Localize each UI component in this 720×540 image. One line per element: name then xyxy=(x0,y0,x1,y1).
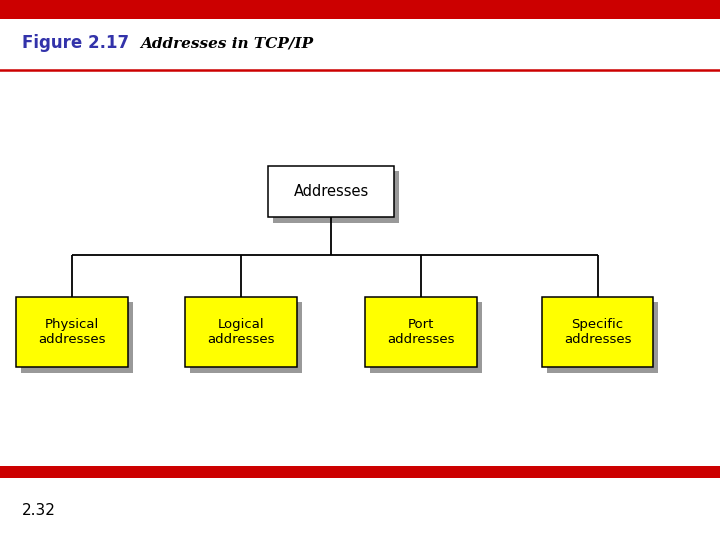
FancyBboxPatch shape xyxy=(365,297,477,367)
Text: Specific
addresses: Specific addresses xyxy=(564,318,631,346)
FancyBboxPatch shape xyxy=(17,297,128,367)
FancyBboxPatch shape xyxy=(541,297,654,367)
Text: 2.32: 2.32 xyxy=(22,503,55,518)
FancyBboxPatch shape xyxy=(190,302,302,373)
FancyBboxPatch shape xyxy=(22,302,133,373)
Text: Figure 2.17: Figure 2.17 xyxy=(22,34,129,52)
FancyBboxPatch shape xyxy=(186,297,297,367)
Text: Physical
addresses: Physical addresses xyxy=(38,318,106,346)
Text: Port
addresses: Port addresses xyxy=(387,318,455,346)
Text: Addresses in TCP/IP: Addresses in TCP/IP xyxy=(140,36,313,50)
Text: Logical
addresses: Logical addresses xyxy=(207,318,275,346)
Text: Addresses: Addresses xyxy=(294,184,369,199)
FancyBboxPatch shape xyxy=(274,172,399,222)
FancyBboxPatch shape xyxy=(269,166,395,217)
FancyBboxPatch shape xyxy=(547,302,658,373)
FancyBboxPatch shape xyxy=(370,302,482,373)
